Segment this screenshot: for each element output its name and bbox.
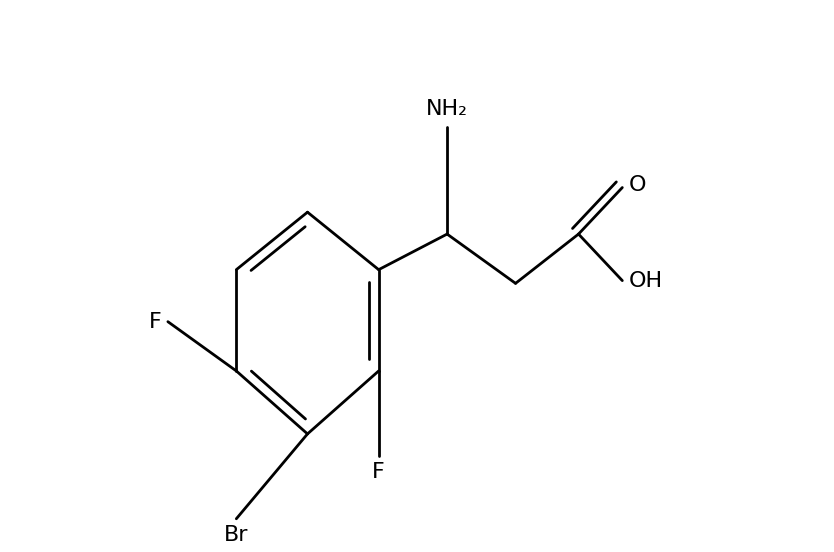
Text: F: F [148, 312, 161, 332]
Text: OH: OH [629, 270, 663, 290]
Text: F: F [372, 463, 385, 482]
Text: NH₂: NH₂ [426, 99, 468, 119]
Text: Br: Br [224, 526, 249, 545]
Text: O: O [629, 175, 646, 195]
